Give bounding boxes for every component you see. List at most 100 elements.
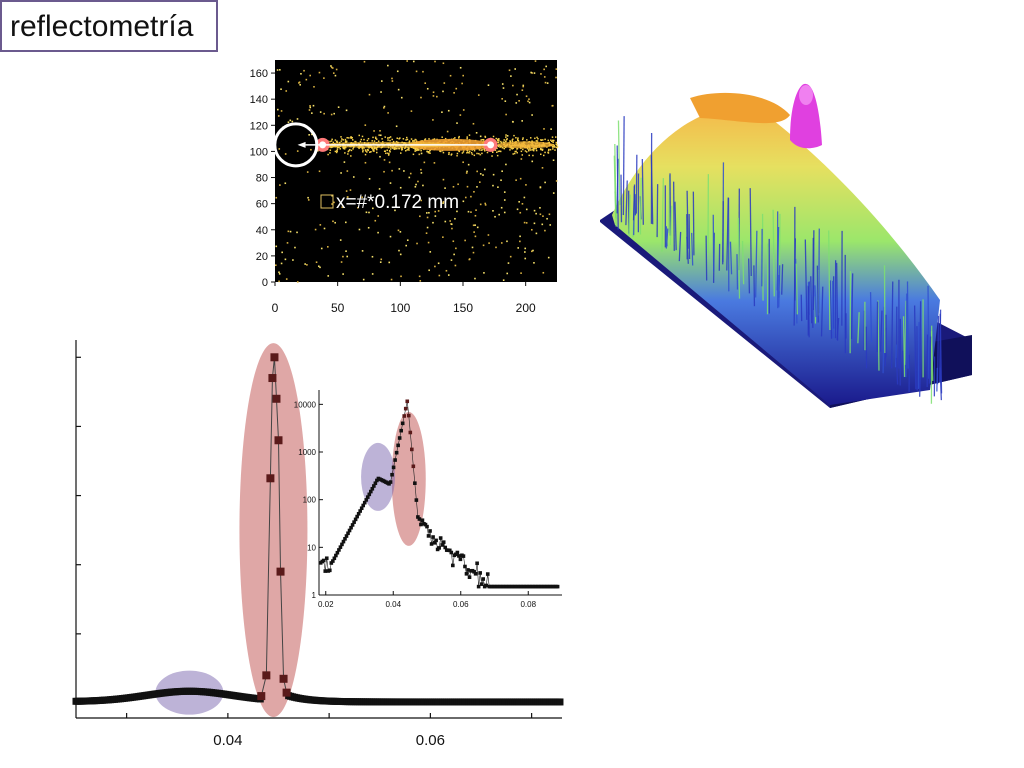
- noise-dot: [474, 277, 476, 280]
- inset-point: [375, 478, 379, 483]
- linear-peak-point: [279, 674, 288, 683]
- noise-dot: [475, 209, 477, 211]
- surface-spike: [895, 357, 899, 385]
- noise-dot: [379, 134, 382, 137]
- noise-dot: [346, 170, 349, 172]
- noise-dot: [454, 217, 456, 220]
- streak-dot: [329, 149, 332, 151]
- streak-dot: [344, 140, 347, 142]
- noise-dot: [391, 80, 394, 82]
- noise-dot: [500, 206, 503, 209]
- distance-arrow-head: [297, 141, 306, 148]
- noise-dot: [461, 82, 463, 85]
- inset-point: [328, 568, 332, 573]
- inset-point: [429, 542, 434, 546]
- noise-dot: [434, 60, 436, 63]
- detector-xtick-label: 0: [272, 301, 279, 315]
- streak-dot: [386, 137, 389, 139]
- surface-spike: [818, 228, 820, 314]
- surface-spike: [776, 227, 780, 291]
- streak-dot: [509, 140, 511, 142]
- inset-point: [343, 537, 347, 541]
- noise-dot: [449, 74, 452, 77]
- streak-dot: [389, 139, 391, 142]
- noise-dot: [531, 160, 534, 163]
- inset-point: [372, 484, 376, 488]
- noise-dot: [344, 221, 347, 224]
- noise-dot: [394, 209, 396, 212]
- streak-dot: [372, 136, 374, 139]
- inset-point: [451, 563, 455, 568]
- streak-dot: [517, 137, 519, 139]
- streak-dot: [406, 138, 409, 141]
- streak-dot: [478, 152, 480, 155]
- streak-dot: [342, 139, 344, 141]
- noise-dot: [396, 70, 399, 73]
- noise-dot: [391, 77, 393, 80]
- noise-dot: [408, 176, 411, 179]
- surface-spike: [726, 197, 729, 271]
- streak-dot: [415, 148, 418, 150]
- noise-dot: [277, 108, 279, 111]
- streak-dot: [350, 155, 352, 157]
- streak-dot: [515, 136, 517, 139]
- noise-dot: [311, 112, 313, 114]
- noise-dot: [459, 66, 462, 69]
- noise-dot: [323, 227, 326, 230]
- streak-dot: [511, 148, 514, 150]
- noise-dot: [306, 264, 308, 266]
- streak-dot: [522, 148, 524, 151]
- noise-dot: [555, 180, 558, 182]
- streak-dot: [544, 138, 546, 141]
- noise-dot: [518, 99, 520, 102]
- streak-dot: [521, 154, 524, 156]
- noise-dot: [340, 261, 343, 263]
- streak-dot: [340, 140, 343, 142]
- noise-dot: [432, 91, 435, 94]
- streak-dot: [531, 149, 533, 151]
- streak-dot: [535, 140, 538, 142]
- streak-dot: [456, 152, 459, 155]
- inset-ytick-label: 1: [312, 591, 317, 600]
- noise-dot: [474, 224, 476, 226]
- surface-spike: [635, 154, 638, 214]
- noise-dot: [368, 178, 371, 180]
- streak-dot: [516, 148, 518, 150]
- noise-dot: [507, 262, 510, 264]
- noise-dot: [397, 88, 400, 91]
- streak-dot: [331, 138, 333, 141]
- noise-dot: [541, 167, 544, 169]
- noise-dot: [532, 249, 534, 252]
- noise-dot: [389, 235, 392, 238]
- slide-title: reflectometría: [10, 10, 194, 43]
- noise-dot: [333, 201, 335, 204]
- noise-dot: [278, 273, 281, 275]
- inset-ytick-label: 100: [303, 496, 317, 505]
- noise-dot: [492, 210, 494, 212]
- streak-dot: [541, 139, 544, 141]
- streak-dot: [501, 146, 504, 149]
- noise-dot: [420, 96, 422, 99]
- noise-dot: [541, 223, 544, 226]
- inset-point: [416, 515, 420, 519]
- noise-dot: [476, 170, 478, 173]
- noise-dot: [484, 168, 486, 171]
- noise-dot: [482, 244, 485, 247]
- streak-dot: [554, 136, 557, 138]
- streak-dot: [376, 151, 378, 154]
- noise-dot: [365, 211, 368, 214]
- surface-spike: [820, 286, 824, 337]
- inset-point: [323, 569, 328, 573]
- streak-dot: [394, 147, 396, 149]
- noise-dot: [516, 93, 518, 96]
- streak-dot: [496, 141, 499, 143]
- noise-dot: [298, 81, 301, 84]
- noise-dot: [377, 215, 380, 217]
- noise-dot: [335, 68, 338, 71]
- noise-dot: [552, 159, 555, 162]
- noise-dot: [323, 77, 325, 79]
- noise-dot: [476, 226, 479, 229]
- noise-dot: [331, 67, 334, 69]
- noise-dot: [368, 93, 371, 96]
- noise-dot: [535, 212, 537, 215]
